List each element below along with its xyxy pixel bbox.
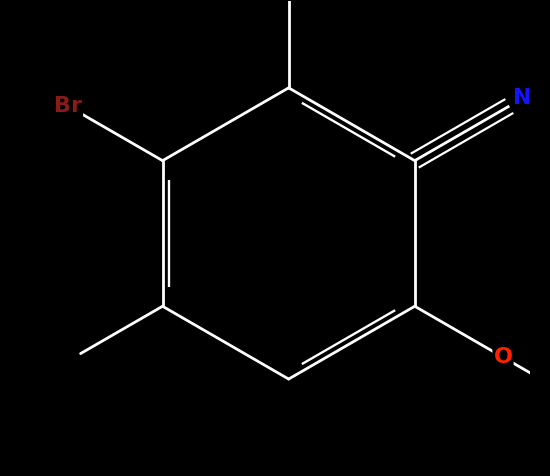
Text: N: N	[514, 89, 532, 109]
Text: Br: Br	[54, 96, 82, 116]
Text: O: O	[493, 347, 513, 367]
